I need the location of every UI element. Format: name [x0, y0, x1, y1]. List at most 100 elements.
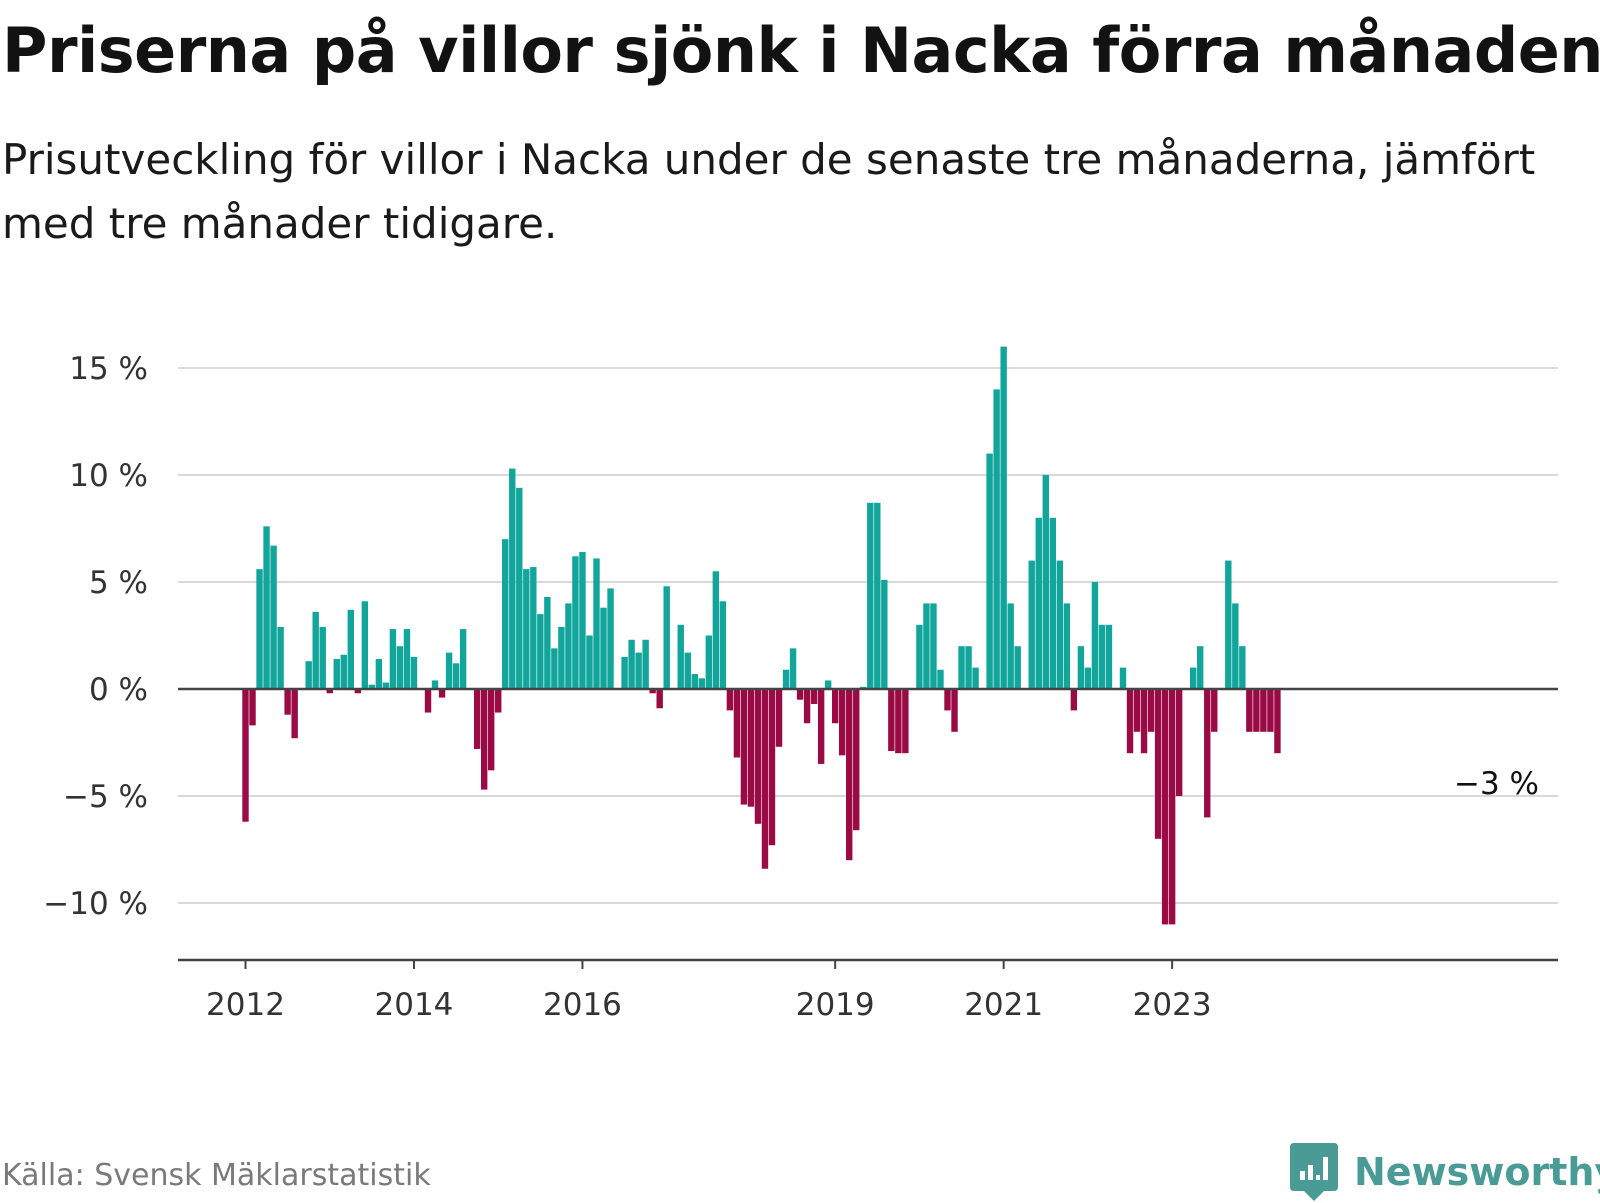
- bar: [523, 569, 530, 689]
- bar: [761, 689, 769, 869]
- bar: [1161, 689, 1169, 925]
- bar: [1239, 646, 1246, 689]
- bar: [944, 689, 951, 711]
- bar: [579, 552, 586, 689]
- bar: [256, 569, 263, 689]
- bar: [740, 689, 748, 805]
- chart-title: Priserna på villor sjönk i Nacka förra m…: [2, 14, 1600, 87]
- bar: [1007, 603, 1014, 689]
- bar: [796, 689, 804, 700]
- x-tick-label: 2019: [796, 987, 875, 1023]
- bar: [340, 654, 347, 689]
- bar: [1042, 475, 1049, 689]
- y-tick-label: 5 %: [89, 565, 148, 601]
- bar: [319, 626, 326, 689]
- bar: [719, 601, 727, 689]
- x-tick-label: 2014: [375, 987, 454, 1023]
- bar: [1091, 582, 1099, 689]
- bar: [249, 689, 256, 726]
- bar: [1140, 689, 1148, 754]
- axes: [178, 687, 1558, 969]
- bar: [677, 624, 684, 689]
- bar: [389, 629, 397, 689]
- bar: [986, 453, 993, 689]
- bar: [410, 656, 418, 689]
- bar: [972, 667, 979, 689]
- bar: [621, 656, 628, 689]
- bar: [382, 682, 390, 689]
- bar: [375, 659, 383, 689]
- bar: [354, 689, 362, 694]
- bar: [684, 652, 691, 689]
- bar: [754, 689, 762, 824]
- bar: [874, 502, 881, 689]
- bar: [424, 689, 432, 713]
- bar: [951, 689, 958, 732]
- bar: [1049, 517, 1056, 689]
- bar: [1126, 689, 1134, 754]
- bar: [270, 545, 277, 689]
- bar: [895, 689, 902, 754]
- bar: [1098, 624, 1106, 689]
- bar: [1105, 624, 1113, 689]
- bar: [839, 689, 846, 756]
- bar: [544, 596, 551, 689]
- bar: [1253, 689, 1260, 732]
- bar: [1035, 517, 1042, 689]
- bar: [488, 689, 495, 771]
- y-tick-label: 15 %: [69, 351, 148, 387]
- bar: [881, 579, 888, 689]
- bar: [1267, 689, 1274, 732]
- chart-subtitle: Prisutveckling för villor i Nacka under …: [2, 135, 1536, 248]
- bar: [284, 689, 291, 715]
- bar: [530, 567, 537, 689]
- bar: [1168, 689, 1176, 925]
- bar: [810, 689, 818, 704]
- gridlines: [178, 367, 1558, 904]
- bar: [831, 689, 839, 724]
- bar: [782, 669, 790, 689]
- bar: [712, 571, 720, 689]
- y-tick-label: −10 %: [43, 886, 148, 922]
- bar: [902, 689, 909, 754]
- bar: [846, 689, 853, 861]
- bar: [733, 689, 741, 758]
- bar: [888, 689, 895, 752]
- bar: [537, 614, 544, 689]
- bar: [867, 502, 874, 689]
- source-credit: Källa: Svensk Mäklarstatistik: [2, 1158, 431, 1193]
- x-tick-label: 2021: [964, 987, 1043, 1023]
- bar: [1014, 646, 1021, 689]
- bar: [1133, 689, 1141, 732]
- bar: [1063, 603, 1071, 689]
- bar: [853, 689, 860, 831]
- bar: [551, 648, 558, 689]
- bar: [635, 652, 642, 689]
- bar: [509, 468, 516, 689]
- bar: [789, 648, 797, 689]
- bar: [326, 689, 333, 694]
- bar: [1070, 689, 1078, 711]
- bar: [473, 689, 481, 749]
- bar: [445, 652, 453, 689]
- bar: [628, 639, 635, 689]
- y-tick-label: 10 %: [69, 458, 148, 494]
- bar: [965, 646, 972, 689]
- bar: [1225, 560, 1232, 689]
- bar: [663, 586, 670, 689]
- bar: [333, 659, 340, 689]
- y-tick-label: 0 %: [89, 672, 148, 708]
- bar: [403, 629, 411, 689]
- x-tick-label: 2012: [206, 987, 285, 1023]
- bar: [1056, 560, 1064, 689]
- brand[interactable]: Newsworthy: [1290, 1141, 1600, 1203]
- x-tick-label: 2023: [1133, 987, 1212, 1023]
- bar: [459, 629, 467, 689]
- bar: [923, 603, 930, 689]
- bar: [396, 646, 404, 689]
- bar: [600, 607, 607, 689]
- bar: [649, 689, 656, 694]
- bar: [607, 588, 614, 689]
- bar: [768, 689, 776, 846]
- bar: [572, 556, 579, 689]
